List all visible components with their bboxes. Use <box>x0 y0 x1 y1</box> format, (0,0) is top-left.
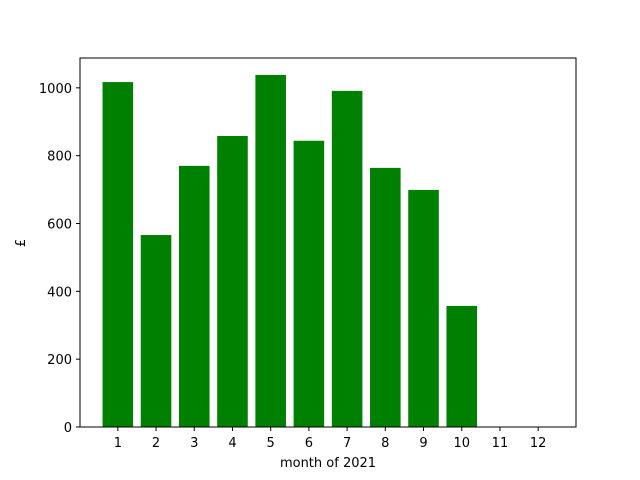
bar <box>331 90 363 427</box>
x-tick-label: 6 <box>305 436 313 451</box>
x-tick-label: 7 <box>343 436 351 451</box>
x-tick-label: 4 <box>228 436 236 451</box>
plot-frame <box>79 57 577 428</box>
bar <box>293 140 325 428</box>
y-axis-label: £ <box>14 239 29 247</box>
x-axis-label: month of 2021 <box>280 456 376 471</box>
x-tick-label: 1 <box>114 436 122 451</box>
x-tick-label: 11 <box>492 436 509 451</box>
x-tick-label: 8 <box>381 436 389 451</box>
bar <box>140 235 172 427</box>
bar <box>255 74 286 428</box>
x-tick-label: 10 <box>453 436 470 451</box>
y-tick-label: 800 <box>47 150 72 165</box>
x-tick-label: 5 <box>267 436 275 451</box>
bar <box>370 167 401 427</box>
x-tick-label: 12 <box>530 436 547 451</box>
x-tick-label: 3 <box>190 436 198 451</box>
bar <box>102 82 134 428</box>
bar <box>217 136 248 428</box>
bar <box>446 305 478 427</box>
y-tick-label: 1000 <box>39 82 72 97</box>
bar <box>408 189 439 427</box>
x-tick-label: 2 <box>152 436 160 451</box>
x-tick-label: 9 <box>419 436 427 451</box>
y-tick-label: 400 <box>47 285 72 300</box>
bar <box>178 165 210 427</box>
y-tick-label: 600 <box>47 218 72 233</box>
y-tick-label: 0 <box>64 421 72 436</box>
y-tick-label: 200 <box>47 353 72 368</box>
